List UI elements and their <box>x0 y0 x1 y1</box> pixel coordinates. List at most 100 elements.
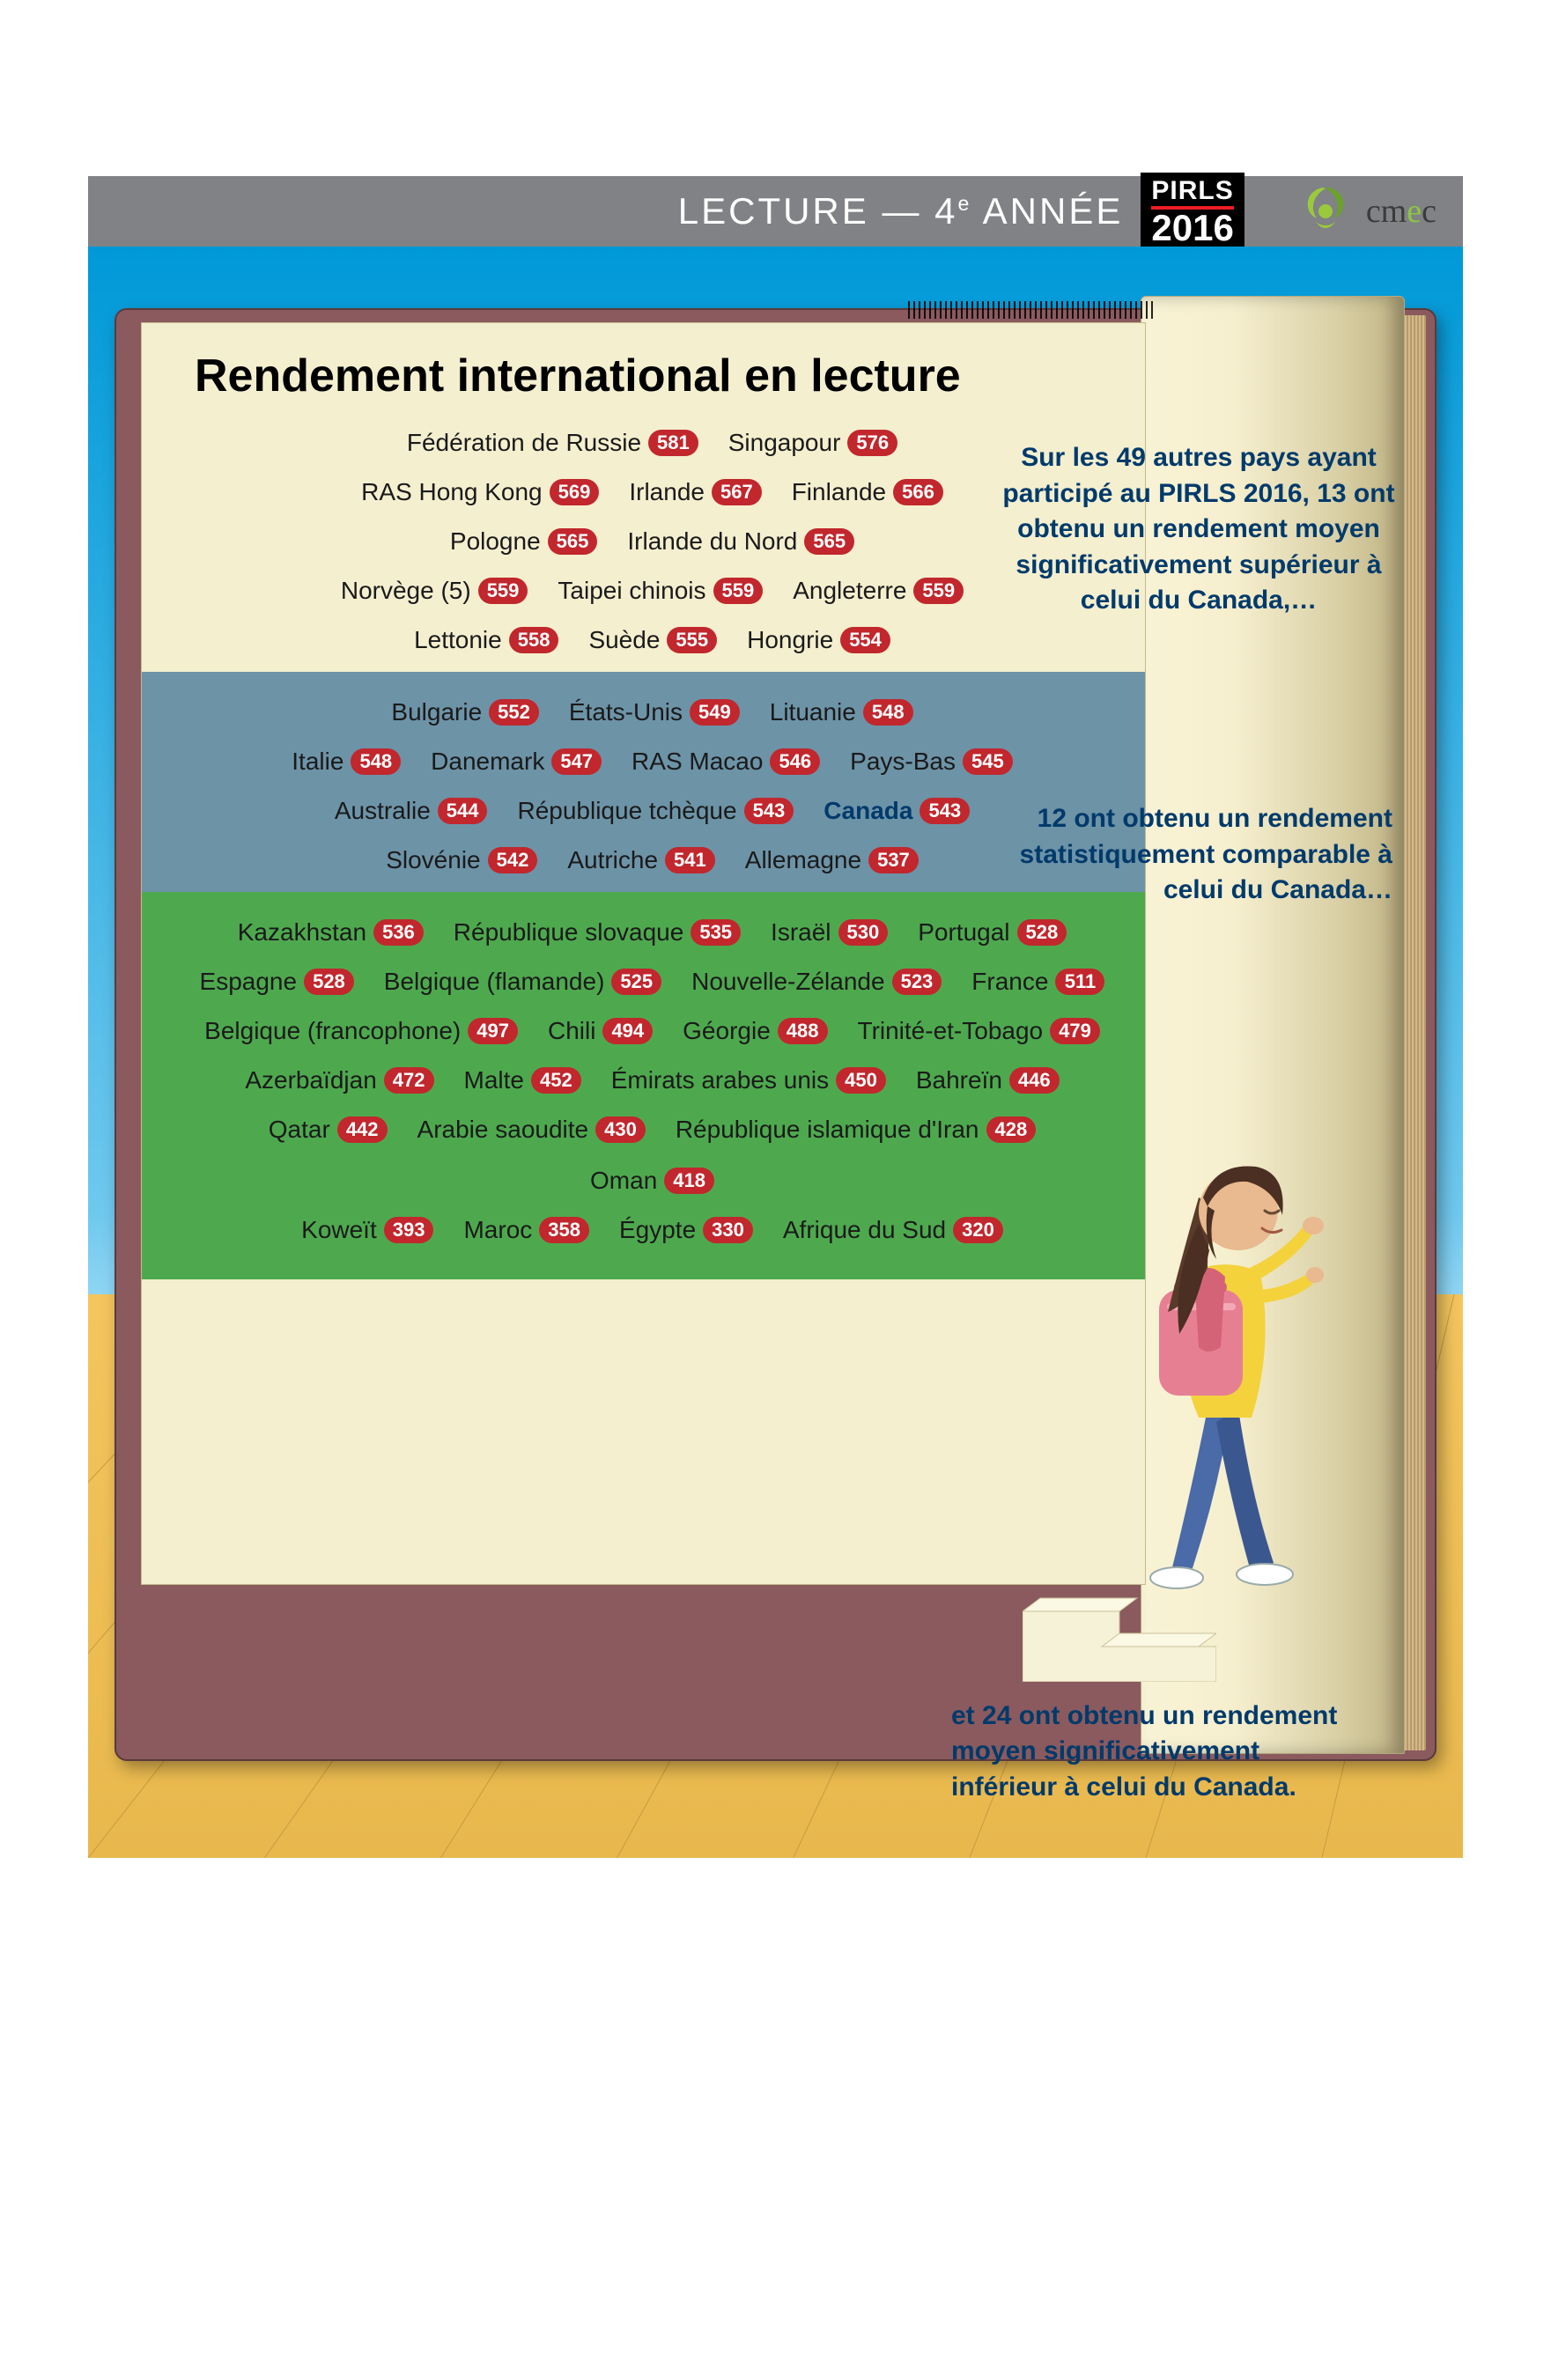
country-entry: Suède555 <box>588 626 717 654</box>
score-pill: 428 <box>986 1116 1037 1143</box>
country-entry: République slovaque535 <box>454 918 741 947</box>
score-pill: 576 <box>847 430 897 456</box>
country-label: Koweït <box>301 1216 377 1244</box>
score-pill: 537 <box>868 847 919 873</box>
country-label: Australie <box>335 797 431 825</box>
score-pill: 569 <box>550 479 600 505</box>
score-pill: 536 <box>373 919 424 946</box>
country-label: Danemark <box>431 748 544 776</box>
country-label: Slovénie <box>386 846 480 874</box>
country-entry: Bulgarie552 <box>391 698 538 726</box>
country-entry: Irlande du Nord565 <box>627 527 854 556</box>
country-entry: Israël 530 <box>771 918 888 947</box>
score-pill: 552 <box>489 699 539 726</box>
country-label: Géorgie <box>683 1017 771 1045</box>
country-row: Qatar 442 Arabie saoudite430 République isl… <box>195 1116 1110 1195</box>
country-label: Fédération de Russie <box>407 429 641 457</box>
score-pill: 479 <box>1050 1018 1100 1044</box>
score-pill: 581 <box>648 430 698 456</box>
country-entry: Hongrie554 <box>747 626 890 654</box>
book: Rendement international en lecture Fédér… <box>114 308 1437 1761</box>
cmec-logo: cmec <box>1297 183 1437 239</box>
country-label: Hongrie <box>747 626 833 654</box>
country-label: RAS Macao <box>631 748 763 776</box>
caption-inferior: et 24 ont obtenu un rendement moyen sign… <box>951 1698 1356 1806</box>
country-label: Irlande du Nord <box>627 527 797 556</box>
country-entry: Finlande566 <box>792 478 943 506</box>
country-label: Belgique (flamande) <box>384 968 605 996</box>
country-label: République islamique d'Iran <box>676 1116 979 1144</box>
score-pill: 358 <box>539 1217 589 1243</box>
country-label: Égypte <box>619 1216 696 1244</box>
country-entry: RAS Macao546 <box>631 748 820 776</box>
country-label: Lituanie <box>770 698 856 726</box>
country-row: Italie548Danemark547RAS Macao546Pays-Bas… <box>292 748 1012 776</box>
book-spiral-icon <box>908 301 1155 319</box>
country-row: Slovénie542Autriche541Allemagne537 <box>386 846 919 874</box>
score-pill: 497 <box>468 1018 518 1044</box>
score-pill: 530 <box>838 919 889 946</box>
country-entry: Égypte 330 <box>619 1216 753 1244</box>
page: LECTURE — 4e ANNÉE PIRLS 2016 cmec <box>0 18 1551 2122</box>
country-label: Israël <box>771 918 831 947</box>
country-label: Pays-Bas <box>850 748 956 776</box>
country-label: Trinité-et-Tobago <box>858 1017 1044 1045</box>
country-entry: Singapour576 <box>728 429 897 457</box>
country-entry: États-Unis 549 <box>569 698 740 726</box>
country-entry: Norvège (5)559 <box>341 577 528 605</box>
country-label: États-Unis <box>569 698 683 726</box>
country-row: Fédération de Russie 581 Singapour576 <box>407 429 897 457</box>
country-label: Canada <box>824 797 912 825</box>
book-left-page: Rendement international en lecture Fédér… <box>141 322 1146 1585</box>
country-label: République slovaque <box>454 918 684 947</box>
country-entry: Kazakhstan 536 <box>238 918 424 947</box>
country-entry: Bahreïn446 <box>916 1066 1060 1094</box>
country-row: Azerbaïdjan472Malte452Émirats arabes uni… <box>245 1066 1059 1094</box>
score-pill: 393 <box>384 1217 434 1243</box>
section-superior: Rendement international en lecture Fédér… <box>142 323 1145 672</box>
country-label: Arabie saoudite <box>417 1116 589 1144</box>
country-entry: Autriche541 <box>567 846 714 874</box>
country-label: Finlande <box>792 478 886 506</box>
caption-superior: Sur les 49 autres pays ayant participé a… <box>996 440 1401 619</box>
score-pill: 555 <box>667 627 717 653</box>
main-title: Rendement international en lecture <box>195 350 1110 402</box>
score-pill: 547 <box>551 748 602 775</box>
score-pill: 542 <box>488 847 538 873</box>
score-pill: 559 <box>713 578 764 604</box>
score-pill: 528 <box>304 969 354 995</box>
section-inferior: Kazakhstan 536 République slovaque535 Israë… <box>142 892 1145 1279</box>
score-pill: 330 <box>703 1217 753 1243</box>
score-pill: 430 <box>595 1116 646 1143</box>
country-label: Azerbaïdjan <box>245 1066 376 1094</box>
country-entry: Trinité-et-Tobago479 <box>858 1017 1100 1045</box>
caption-comparable: 12 ont obtenu un rendement statistiqueme… <box>1014 801 1392 909</box>
country-entry: Afrique du Sud320 <box>783 1216 1003 1244</box>
score-pill: 559 <box>913 578 964 604</box>
score-pill: 549 <box>690 699 740 726</box>
country-label: République tchèque <box>517 797 736 825</box>
score-pill: 472 <box>384 1067 434 1094</box>
country-row: Kazakhstan 536 République slovaque535 Israë… <box>238 918 1067 947</box>
country-entry: Arabie saoudite430 <box>417 1116 646 1144</box>
score-pill: 320 <box>953 1217 1003 1243</box>
country-entry: République islamique d'Iran 428 <box>676 1116 1036 1144</box>
country-label: Oman <box>590 1167 657 1195</box>
country-entry: République tchèque 543 <box>517 797 794 825</box>
score-pill: 442 <box>337 1116 388 1143</box>
score-pill: 543 <box>744 798 794 824</box>
country-label: Qatar <box>269 1116 330 1144</box>
infographic-canvas: LECTURE — 4e ANNÉE PIRLS 2016 cmec <box>88 176 1463 1858</box>
country-label: Émirats arabes unis <box>611 1066 829 1094</box>
country-label: Malte <box>464 1066 524 1094</box>
country-row: Norvège (5)559Taipei chinois559Angleterr… <box>341 577 964 605</box>
country-entry: Irlande567 <box>629 478 761 506</box>
country-label: Kazakhstan <box>238 918 366 947</box>
score-pill: 548 <box>863 699 913 726</box>
country-row: Australie 544 République tchèque 543 Canada 5… <box>335 797 970 825</box>
country-entry: Belgique (francophone)497 <box>204 1017 518 1045</box>
score-pill: 565 <box>548 528 598 555</box>
score-pill: 544 <box>438 798 488 824</box>
country-entry: Espagne528 <box>200 968 354 996</box>
country-row: Espagne528Belgique (flamande)525Nouvelle… <box>200 968 1105 996</box>
